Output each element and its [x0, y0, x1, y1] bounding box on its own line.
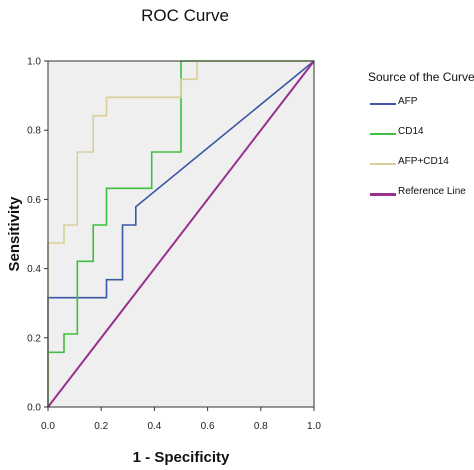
legend-swatch-afp — [370, 103, 396, 105]
y-tick-label: 0.6 — [27, 195, 41, 206]
series-layer — [47, 60, 315, 408]
legend-item-afp-cd14: AFP+CD14 — [368, 154, 474, 174]
y-tick-label: 0.8 — [27, 126, 41, 137]
legend-title: Source of the Curve — [368, 70, 474, 84]
y-axis-label: Sensitivity — [6, 196, 23, 272]
legend-label-afp: AFP — [398, 96, 418, 107]
legend-label-afp-cd14: AFP+CD14 — [398, 156, 449, 167]
legend-item-afp: AFP — [368, 94, 474, 114]
legend-label-reference-line: Reference Line — [398, 186, 466, 197]
x-axis-label: 1 - Specificity — [133, 449, 230, 466]
y-tick-label: 0.0 — [27, 403, 41, 414]
legend-label-cd14: CD14 — [398, 126, 424, 137]
x-tick-label: 0.2 — [94, 421, 108, 432]
y-tick-label: 1.0 — [27, 57, 41, 68]
x-tick-label: 0.4 — [147, 421, 161, 432]
y-tick-label: 0.2 — [27, 333, 41, 344]
series-line-afp-cd14 — [47, 60, 314, 407]
series-line-reference-line — [47, 60, 315, 408]
x-tick-label: 0.6 — [201, 421, 215, 432]
legend-swatch-reference-line — [370, 193, 396, 196]
x-tick-label: 0.0 — [41, 421, 55, 432]
series-line-afp — [47, 60, 315, 407]
x-tick-label: 1.0 — [307, 421, 321, 432]
x-tick-label: 0.8 — [254, 421, 268, 432]
legend-item-reference-line: Reference Line — [368, 184, 474, 204]
y-tick-label: 0.4 — [27, 264, 41, 275]
legend-swatch-afp-cd14 — [370, 163, 396, 165]
legend-items: AFP CD14 AFP+CD14 Reference Line — [368, 94, 474, 204]
plot-frame — [47, 60, 315, 408]
ticks-layer: 0.0 0.2 0.4 0.6 0.8 1.0 0.0 0.2 0.4 0.6 0.8 1.0 — [27, 57, 321, 433]
legend-item-cd14: CD14 — [368, 124, 474, 144]
series-line-cd14 — [47, 60, 314, 407]
legend-swatch-cd14 — [370, 133, 396, 135]
legend: Source of the Curve AFP CD14 AFP+CD14 Refer… — [368, 70, 474, 204]
chart-title: ROC Curve — [141, 6, 229, 25]
